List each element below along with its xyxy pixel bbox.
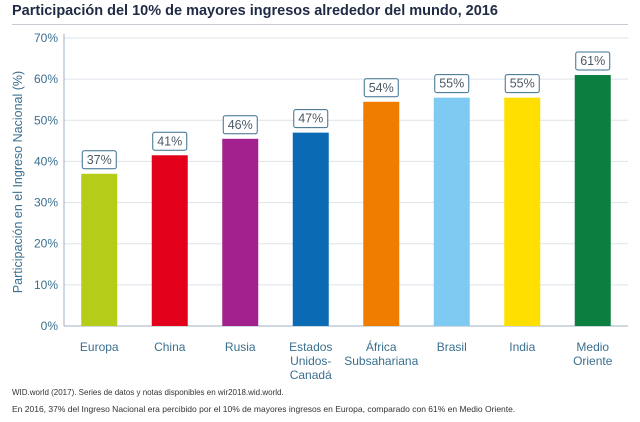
y-tick-label: 40% [34,154,58,168]
bar [574,75,611,327]
y-tick-label: 30% [34,196,58,210]
data-label-box [81,150,117,170]
title-divider [12,24,628,25]
data-label: 47% [298,112,323,126]
caption-note: En 2016, 37% del Ingreso Nacional era pe… [12,404,516,414]
data-label-box [575,51,611,71]
data-label: 37% [87,153,112,167]
data-label: 41% [157,134,182,148]
data-label-box [434,74,470,94]
bar [222,138,259,326]
y-axis-label: Participación en el Ingreso Nacional (%) [11,71,25,293]
y-tick-label: 50% [34,113,58,127]
chart-title: Participación del 10% de mayores ingreso… [12,3,498,19]
y-tick-label: 20% [34,237,58,251]
x-tick-label: Estados Unidos-Canadá [289,340,332,382]
data-label-box [222,115,258,135]
data-label-box [293,109,329,129]
bar [151,155,188,326]
x-tick-label: Brasil [437,340,467,354]
bar [292,132,329,326]
y-tick-label: 10% [34,278,58,292]
x-tick-label: India [509,340,535,354]
x-tick-label: Europa [80,340,119,354]
y-tick-label: 70% [34,31,58,45]
y-tick-label: 60% [34,72,58,86]
bar [504,97,541,327]
data-label: 61% [580,54,605,68]
bar [433,97,470,327]
x-tick-label: África Subsahariana [344,339,418,368]
bar [363,101,400,327]
x-tick-label: Medio Oriente [573,340,613,368]
x-tick-label: China [154,340,186,354]
source-note: WID.world (2017). Series de datos y nota… [12,388,284,397]
data-label-box [504,74,540,94]
data-label-box [152,131,188,151]
bar-chart: 0% 10% 20% 30% 40% 50% 60% 70% Participación en … [11,31,628,382]
bar [81,173,118,326]
data-label-box [363,78,399,98]
data-label: 46% [228,118,253,132]
x-tick-label: Rusia [225,340,256,354]
data-label: 54% [369,81,394,95]
y-tick-label: 0% [41,319,59,333]
data-label: 55% [439,77,464,91]
data-label: 55% [510,77,535,91]
